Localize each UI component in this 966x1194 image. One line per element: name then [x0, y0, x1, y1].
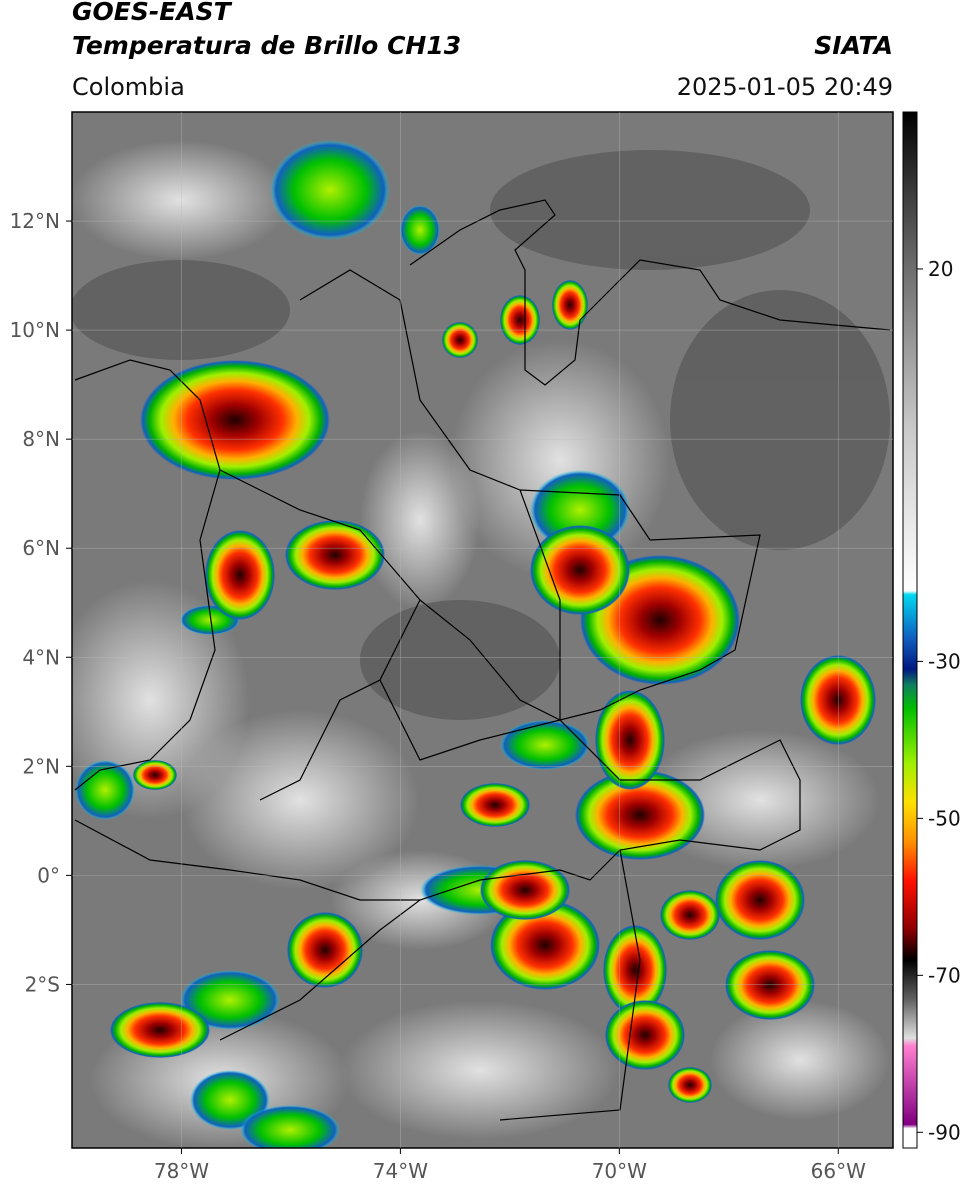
colorbar-tick-label: -90: [928, 1120, 961, 1144]
satellite-image: [72, 112, 893, 1148]
timestamp: 2025-01-05 20:49: [677, 73, 893, 101]
x-tick-label: 70°W: [592, 1159, 647, 1183]
colorbar-tick-label: -50: [928, 806, 961, 830]
colorbar: [902, 111, 918, 1149]
source: SIATA: [814, 31, 893, 60]
y-tick-label: 0°: [37, 863, 60, 887]
x-tick-label: 66°W: [811, 1159, 866, 1183]
colorbar-tick-label: -70: [928, 963, 961, 987]
subtitle: Temperatura de Brillo CH13: [72, 31, 461, 60]
region: Colombia: [72, 73, 185, 101]
colorbar-tick-label: -30: [928, 649, 961, 673]
y-tick-label: 4°N: [22, 645, 60, 669]
title: GOES-EAST: [72, 0, 233, 26]
map-frame: [71, 111, 894, 1149]
y-tick-label: 2°S: [25, 972, 60, 996]
y-tick-label: 12°N: [10, 209, 60, 233]
y-tick-label: 10°N: [10, 318, 60, 342]
y-tick-label: 2°N: [22, 754, 60, 778]
colorbar-tick-label: 20: [928, 257, 953, 281]
x-tick-label: 78°W: [154, 1159, 209, 1183]
y-tick-label: 8°N: [22, 427, 60, 451]
y-tick-label: 6°N: [22, 536, 60, 560]
x-tick-label: 74°W: [373, 1159, 428, 1183]
